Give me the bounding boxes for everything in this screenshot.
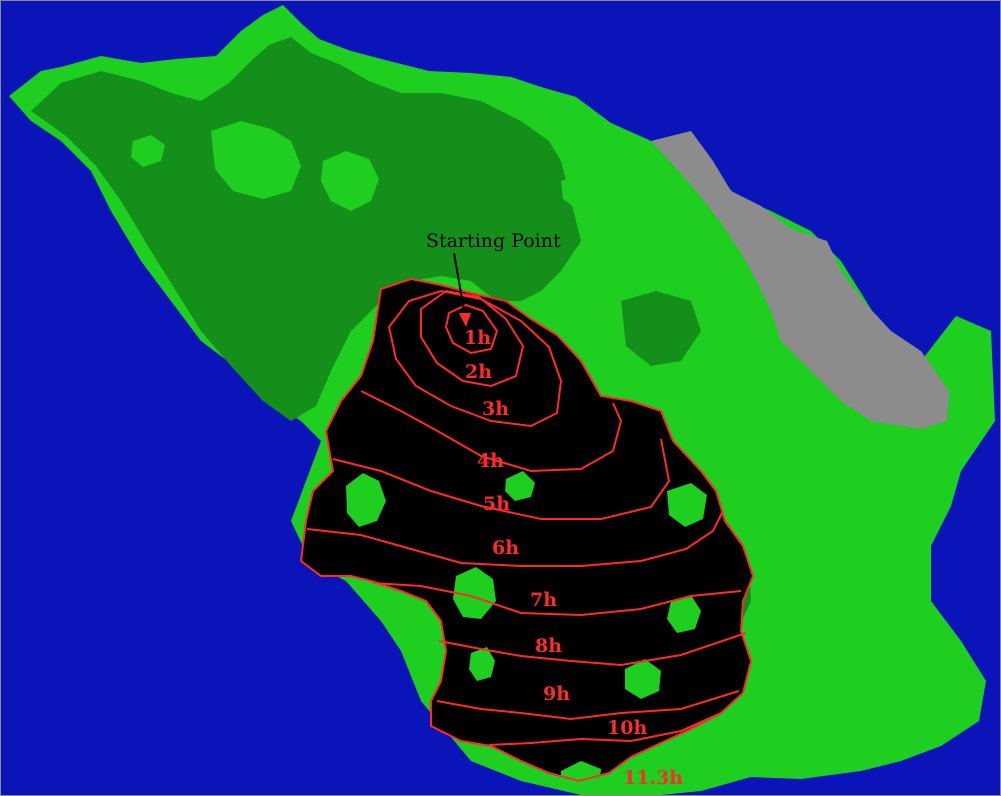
- rocky-area: [651, 131, 949, 429]
- isochrone-5h: [332, 438, 671, 520]
- forest-patch: [621, 291, 701, 366]
- isochrone-label: 10h: [607, 717, 647, 739]
- unburned-pocket: [561, 761, 601, 791]
- isochrone-2h: [420, 289, 525, 388]
- isochrone-label: 8h: [535, 635, 562, 657]
- clearing-patch: [211, 121, 301, 199]
- burned-area-outline: [299, 277, 755, 783]
- isochrone-lines: [306, 289, 747, 746]
- starting-point-label: Starting Point: [426, 230, 561, 252]
- isochrone-label: 7h: [530, 589, 557, 611]
- isochrone-1h: [444, 303, 499, 355]
- starting-point-arrowhead: [459, 313, 471, 327]
- unburned-pocket: [667, 483, 707, 527]
- isochrone-6h: [306, 510, 724, 567]
- isochrone-labels: 1h 2h 3h 4h 5h 6h 7h 8h 9h 10h 11.3h: [464, 327, 683, 789]
- clearing-patch: [131, 135, 165, 167]
- isochrone-8h: [438, 632, 747, 667]
- isochrone-label: 1h: [464, 327, 491, 349]
- isochrone-label: 5h: [483, 493, 510, 515]
- unburned-pocket: [346, 473, 386, 527]
- isochrone-9h: [436, 690, 740, 721]
- unburned-pocket: [625, 659, 661, 699]
- starting-point-arrow: [453, 252, 466, 317]
- unburned-pocket: [469, 647, 495, 681]
- isochrone-10h: [488, 712, 722, 746]
- isochrone-label: 9h: [543, 683, 570, 705]
- isochrone-7h: [372, 582, 742, 617]
- isochrone-4h: [360, 390, 623, 473]
- unburned-pocket: [667, 595, 701, 633]
- isochrone-label: 2h: [465, 361, 492, 383]
- unburned-pocket: [505, 471, 535, 501]
- unburned-pocket: [453, 567, 496, 619]
- clearing-patch: [321, 151, 379, 211]
- land-dark-green: [31, 37, 581, 421]
- clearing-patch: [561, 173, 611, 211]
- isochrone-label: 11.3h: [623, 767, 683, 789]
- isochrone-label: 3h: [482, 398, 509, 420]
- isochrone-3h: [387, 289, 563, 428]
- isochrone-label: 4h: [477, 450, 504, 472]
- isochrone-label: 6h: [492, 537, 519, 559]
